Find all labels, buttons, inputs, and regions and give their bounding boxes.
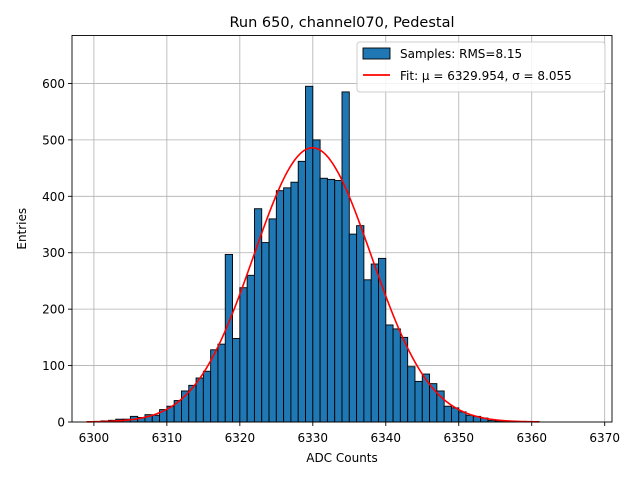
x-tick-label: 6310 bbox=[152, 431, 183, 445]
histogram-bar bbox=[341, 91, 350, 423]
fit-curve bbox=[86, 146, 540, 423]
histogram-bar bbox=[414, 380, 423, 423]
histogram-bar bbox=[312, 139, 321, 423]
histogram-bar bbox=[297, 160, 306, 423]
histogram-bar bbox=[334, 180, 343, 423]
histogram-bar bbox=[378, 257, 387, 423]
histogram-bar bbox=[283, 187, 292, 423]
histogram-bar bbox=[305, 85, 314, 423]
histogram-bar bbox=[261, 242, 270, 423]
x-tick-label: 6300 bbox=[79, 431, 110, 445]
fit-curve-group bbox=[86, 146, 540, 423]
y-tick-label: 0 bbox=[57, 416, 65, 430]
y-tick-label: 600 bbox=[42, 77, 65, 91]
histogram-bar bbox=[421, 373, 431, 423]
histogram-bar bbox=[399, 336, 409, 423]
histogram-bar bbox=[465, 414, 474, 423]
histogram-bar bbox=[253, 208, 263, 423]
histogram-bar bbox=[385, 324, 394, 423]
histogram-bar bbox=[363, 279, 372, 423]
histogram-bar bbox=[217, 343, 226, 423]
histogram-bar bbox=[202, 370, 212, 423]
y-axis-ticks: 0 100 200 300 400 500 600 bbox=[42, 77, 72, 430]
histogram-bar bbox=[210, 349, 219, 423]
legend-label-histogram: Samples: RMS=8.15 bbox=[400, 47, 522, 61]
x-tick-label: 6370 bbox=[589, 431, 620, 445]
legend-label-fit: Fit: μ = 6329.954, σ = 8.055 bbox=[400, 69, 572, 83]
histogram-bar bbox=[407, 366, 416, 423]
histogram-bar bbox=[443, 405, 452, 423]
histogram-bar bbox=[326, 178, 336, 423]
histogram-bar bbox=[232, 338, 241, 423]
histogram-bar bbox=[392, 328, 401, 423]
x-tick-label: 6340 bbox=[371, 431, 402, 445]
y-tick-label: 400 bbox=[42, 190, 65, 204]
histogram-bar bbox=[290, 181, 299, 423]
plot-frame bbox=[71, 35, 613, 423]
y-tick-label: 300 bbox=[42, 246, 65, 260]
legend-swatch-histogram bbox=[362, 47, 391, 60]
y-axis-label: Entries bbox=[15, 208, 29, 250]
histogram-bar bbox=[451, 407, 460, 423]
y-tick-label: 100 bbox=[42, 359, 65, 373]
x-tick-label: 6360 bbox=[516, 431, 547, 445]
histogram-bar bbox=[348, 233, 358, 423]
x-tick-label: 6320 bbox=[225, 431, 256, 445]
chart-title: Run 650, channel070, Pedestal bbox=[229, 15, 454, 31]
histogram-bar bbox=[370, 263, 379, 423]
legend: Samples: RMS=8.15 Fit: μ = 6329.954, σ =… bbox=[356, 41, 606, 93]
x-axis-label: ADC Counts bbox=[306, 451, 378, 465]
legend-box bbox=[356, 41, 606, 93]
x-axis-ticks: 6300 6310 6320 6330 6340 6350 6360 6370 bbox=[79, 422, 620, 445]
histogram-bar bbox=[246, 274, 255, 423]
histogram-bar bbox=[195, 377, 204, 423]
x-tick-label: 6330 bbox=[298, 431, 329, 445]
y-tick-label: 500 bbox=[42, 133, 65, 147]
histogram-bar bbox=[319, 177, 328, 423]
histogram-bar bbox=[151, 414, 161, 423]
histogram-bar bbox=[224, 253, 233, 423]
histogram-bar bbox=[275, 190, 285, 423]
histogram-bar bbox=[268, 218, 277, 423]
y-tick-label: 200 bbox=[42, 303, 65, 317]
histogram-bar bbox=[239, 287, 248, 423]
histogram-bar bbox=[356, 225, 365, 423]
x-tick-label: 6350 bbox=[443, 431, 474, 445]
